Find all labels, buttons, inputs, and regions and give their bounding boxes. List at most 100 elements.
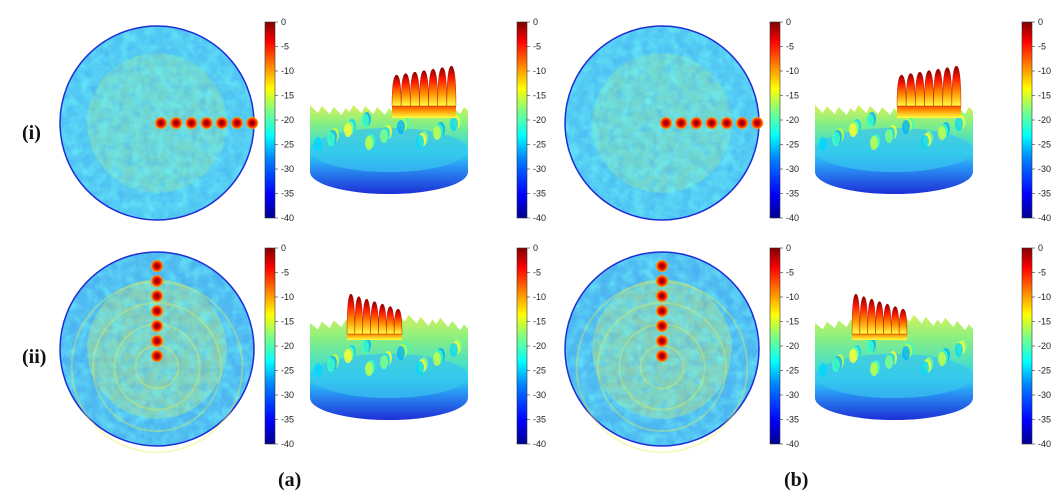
colorbar-tick-label: -20 [281,115,294,125]
colorbar-tick-label: -20 [1038,115,1051,125]
surface-top [815,354,973,398]
interference-ring [596,301,728,433]
surface-bump [433,352,441,366]
colorbar-tick-label: -40 [533,439,546,449]
surface-bump [938,352,946,366]
colorbar-tick-label: -25 [281,140,294,150]
beam-spot [215,117,228,129]
beam-peak [393,308,403,335]
colorbar-tick-label: -25 [1038,140,1051,150]
beam-peak [370,301,379,335]
beam-peak [400,73,411,107]
colorbar-tick-label: -25 [533,140,546,150]
pattern-3d-b-ii [815,293,973,420]
beam-peak [915,71,925,107]
colorbar-tick-label: -35 [281,415,294,425]
colorbar-tick-label: -35 [1038,415,1051,425]
beam-spot [656,350,668,362]
beam-peak [875,301,884,335]
surface-bump [314,363,322,377]
surface-bump [314,137,322,151]
colorbar-tick-label: -20 [281,341,294,351]
colorbar-tick-label: -10 [1038,66,1051,76]
beam-spot [690,117,703,129]
colorbar-tick-label: -30 [281,164,294,174]
beam-spot [656,260,668,272]
colorbar-3d-b-ii: 0 -5 -10 -15 -20 -25 -30 -35 -40 [1021,243,1051,449]
colorbar-tick-label: -30 [786,390,799,400]
colorbar-tick-label: -25 [281,366,294,376]
surface-bump [870,136,878,150]
pattern-2d-a-i [59,25,259,221]
colorbar-tick-label: -10 [533,66,546,76]
beam-spot [736,117,748,129]
colorbar-scale [264,21,276,219]
surface-bump [921,135,929,149]
surface-top [310,354,468,398]
colorbar-tick-label: -20 [1038,341,1051,351]
beam-peak [362,298,371,335]
beam-spot [151,320,163,332]
colorbar-tick-label: -15 [533,91,546,101]
beam-peak [428,68,438,107]
colorbar-tick-label: -40 [1038,439,1051,449]
surface-bump [819,137,827,151]
beam-peak [446,65,457,107]
beam-peak [942,67,953,107]
surface-bump [397,120,405,134]
surface-bump [416,135,424,149]
surface-bump [938,126,946,140]
colorbar-tick-label: -15 [533,317,546,327]
colorbar-scale [264,247,276,445]
surface-bump [416,361,424,375]
panel-label-b: (b) [784,469,808,491]
panel-label-a: (a) [278,469,301,491]
colorbar-tick-label: -15 [1038,317,1051,327]
beam-spot [675,117,688,129]
beam-peak [883,303,892,335]
beam-peak [437,67,448,107]
colorbar-tick-label: -20 [786,115,799,125]
colorbar-scale [769,21,781,219]
surface-bump [832,132,840,146]
beam-spot [170,117,183,129]
surface-bump [433,126,441,140]
colorbar-scale [769,247,781,445]
colorbar-tick-label: -5 [533,268,541,278]
beam-peak [851,293,861,335]
pattern-3d-b-i [815,65,973,194]
colorbar-tick-label: -5 [533,42,541,52]
panels: 0 -5 -10 -15 -20 -25 -30 -35 -40 0 -5 -10 -15 -20 -25 -… [59,17,1051,454]
colorbar-tick-label: -5 [1038,268,1046,278]
colorbar-tick-label: 0 [533,243,538,253]
colorbar-scale [516,247,528,445]
beam-peak [386,306,395,335]
beam-spot [155,117,167,129]
pattern-2d-a-ii [59,251,255,454]
beam-peak [933,68,943,107]
colorbar-tick-label: -10 [1038,292,1051,302]
colorbar-tick-label: -25 [786,366,799,376]
colorbar-tick-label: -20 [786,341,799,351]
beam-spot [151,260,163,272]
beam-peak [378,303,387,335]
surface-bump [955,343,963,357]
surface-bump [450,343,458,357]
beam-spot [200,117,213,129]
surface-bump [832,358,840,372]
colorbar-tick-label: -40 [1038,213,1051,223]
beam-spot [660,117,672,129]
colorbar-tick-label: 0 [281,243,286,253]
surface-bump [344,349,352,363]
colorbar-tick-label: -10 [533,292,546,302]
colorbar-scale [516,21,528,219]
colorbar-tick-label: -30 [786,164,799,174]
colorbar-2d-a-i: 0 -5 -10 -15 -20 -25 -30 -35 -40 [264,17,294,223]
surface-bump [819,363,827,377]
colorbar-tick-label: -5 [786,42,794,52]
surface-bump [866,340,874,354]
colorbar-tick-label: 0 [786,17,791,27]
beam-peak [419,70,429,107]
surface-top [310,128,468,172]
